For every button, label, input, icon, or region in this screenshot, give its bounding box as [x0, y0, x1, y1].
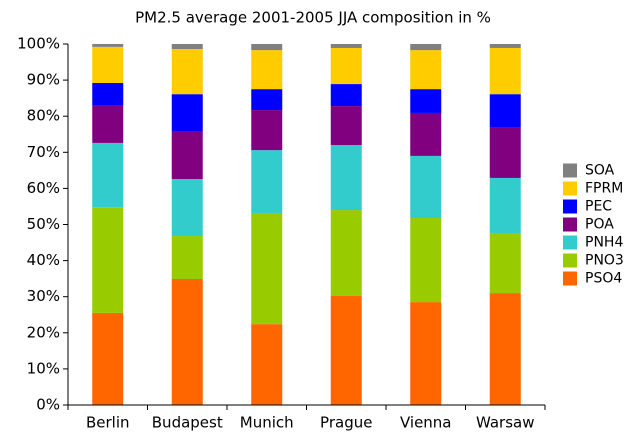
- bar-segment: [171, 236, 203, 280]
- y-tick-label: 30%: [27, 287, 60, 305]
- bar-segment: [92, 142, 124, 208]
- bar-segment: [251, 89, 283, 111]
- legend-swatch: [563, 199, 577, 214]
- bar-segment: [251, 324, 283, 405]
- bar-segment: [92, 312, 124, 405]
- bar-segment: [171, 179, 203, 237]
- bar-segment: [92, 105, 124, 143]
- bar-segment: [330, 145, 362, 211]
- legend-swatch: [563, 163, 577, 178]
- bar-segment: [330, 295, 362, 405]
- bar-segment: [171, 49, 203, 95]
- bar-segment: [489, 47, 521, 95]
- x-tick-label: Prague: [320, 414, 372, 432]
- chart-title: PM2.5 average 2001-2005 JJA composition …: [135, 9, 491, 27]
- bar-segment: [489, 127, 521, 178]
- y-tick-label: 20%: [27, 323, 60, 341]
- bar-segment: [410, 302, 442, 405]
- bar-segment: [410, 89, 442, 113]
- y-tick-label: 50%: [27, 215, 60, 233]
- bar-segment: [171, 131, 203, 180]
- x-tick-label: Munich: [240, 414, 294, 432]
- bar-segment: [489, 44, 521, 48]
- x-tick-label: Budapest: [152, 414, 223, 432]
- y-tick-label: 70%: [27, 143, 60, 161]
- legend-label: PSO4: [585, 271, 622, 287]
- bar-segment: [92, 44, 124, 47]
- bar-segment: [92, 82, 124, 106]
- x-tick-label: Vienna: [400, 414, 452, 432]
- legend-swatch: [563, 253, 577, 268]
- bar-segment: [489, 233, 521, 294]
- bar-segment: [489, 293, 521, 405]
- bar-segment: [330, 44, 362, 48]
- legend-swatch: [563, 181, 577, 196]
- bar-segment: [251, 150, 283, 213]
- legend-label: POA: [585, 217, 614, 233]
- y-tick-label: 80%: [27, 107, 60, 125]
- y-tick-label: 60%: [27, 179, 60, 197]
- legend-label: PNH4: [585, 235, 623, 251]
- x-tick-label: Berlin: [86, 414, 130, 432]
- bar-segment: [92, 46, 124, 83]
- bar-segment: [251, 50, 283, 90]
- bar-segment: [489, 177, 521, 234]
- y-tick-label: 90%: [27, 71, 60, 89]
- bar-segment: [330, 47, 362, 85]
- bar-segment: [410, 112, 442, 156]
- y-tick-label: 10%: [27, 359, 60, 377]
- legend-label: PEC: [585, 199, 612, 215]
- legend-swatch: [563, 217, 577, 232]
- legend-label: PNO3: [585, 253, 624, 269]
- bar-segment: [330, 106, 362, 146]
- y-tick-label: 40%: [27, 251, 60, 269]
- bar-segment: [92, 207, 124, 313]
- bar-segment: [251, 110, 283, 151]
- legend-swatch: [563, 271, 577, 286]
- legend-label: FPRM: [585, 181, 623, 197]
- bar-segment: [171, 279, 203, 405]
- legend-swatch: [563, 235, 577, 250]
- bar-segment: [410, 50, 442, 90]
- bar-segment: [410, 44, 442, 51]
- bar-segment: [251, 212, 283, 325]
- y-tick-label: 0%: [36, 396, 60, 414]
- bar-segment: [489, 94, 521, 128]
- bar-segment: [410, 218, 442, 303]
- legend-label: SOA: [585, 163, 615, 179]
- bar-segment: [251, 44, 283, 51]
- bar-segment: [330, 210, 362, 296]
- x-tick-label: Warsaw: [476, 414, 535, 432]
- bar-segment: [171, 44, 203, 50]
- y-tick-label: 100%: [17, 35, 60, 53]
- bar-segment: [410, 155, 442, 219]
- bar-segment: [171, 94, 203, 132]
- bar-segment: [330, 84, 362, 107]
